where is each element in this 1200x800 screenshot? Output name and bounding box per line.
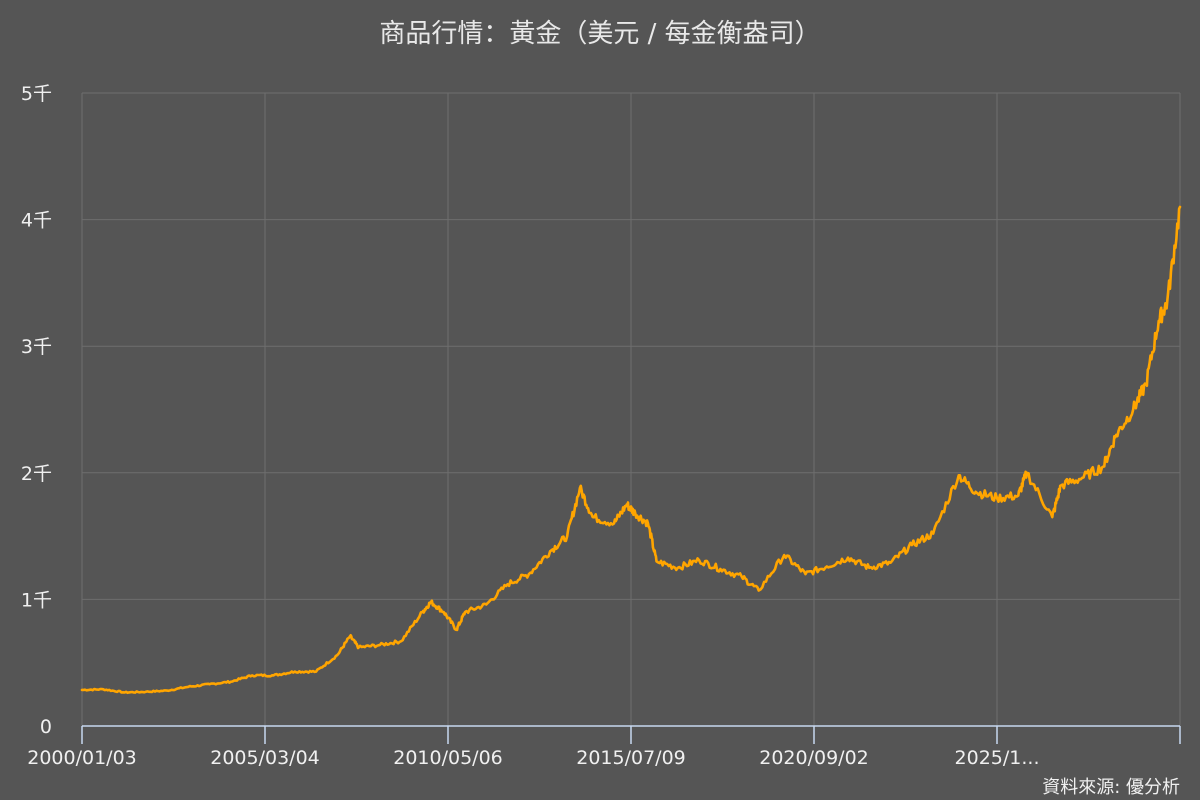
y-tick-label: 4千	[21, 210, 52, 232]
series-group	[80, 205, 1182, 695]
grid-lines	[81, 92, 1181, 726]
axes	[81, 725, 1181, 744]
y-tick-label: 5千	[21, 83, 52, 105]
x-tick-label: 2005/03/04	[210, 747, 320, 769]
gold-price-line	[80, 205, 1182, 695]
y-tick-label: 1千	[21, 589, 52, 611]
x-tick-label: 2000/01/03	[27, 747, 137, 769]
x-tick-label: 2025/1...	[955, 747, 1040, 769]
chart-title: 商品行情：黃金（美元 / 每金衡盎司）	[379, 19, 820, 49]
x-axis-labels: 2000/01/03 2005/03/04 2010/05/06 2015/07/09…	[27, 747, 1039, 769]
x-tick-label: 2010/05/06	[393, 747, 503, 769]
y-axis-labels: 0 1千 2千 3千 4千 5千	[21, 83, 52, 738]
y-tick-label: 2千	[21, 463, 52, 485]
source-note: 資料來源: 優分析	[1042, 777, 1180, 798]
y-tick-label: 3千	[21, 336, 52, 358]
x-tick-label: 2020/09/02	[759, 747, 869, 769]
x-tick-label: 2015/07/09	[576, 747, 686, 769]
y-tick-label: 0	[40, 716, 52, 738]
